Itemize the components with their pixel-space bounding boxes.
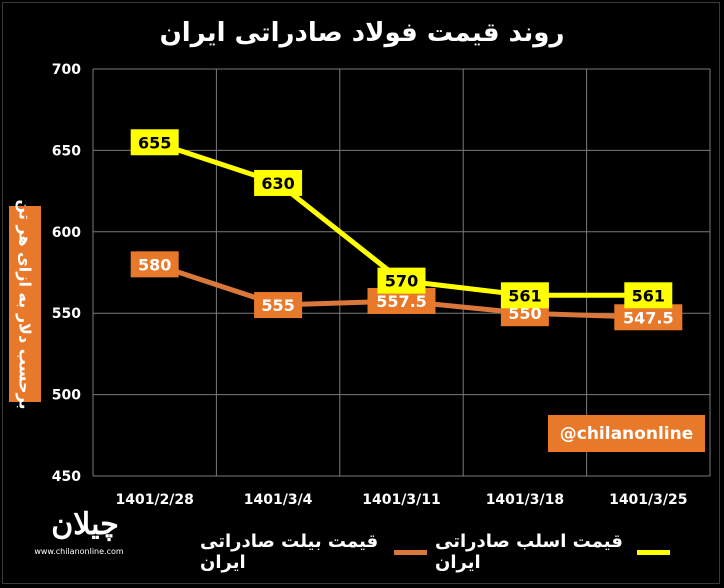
data-label-bg [614,304,683,331]
data-label-text: 580 [138,255,171,274]
y-axis-label-box: برحسب دلار به ازای هر تن [9,199,41,409]
x-tick-label: 1401/3/25 [609,492,687,508]
y-tick-label: 450 [52,469,81,485]
data-label-bg [254,292,303,319]
logo-url: www.chilanonline.com [34,547,124,556]
watermark-handle: @chilanonline [548,415,705,452]
data-label-text: 630 [261,174,294,193]
legend-swatch-slab [637,549,670,555]
y-tick-label: 500 [52,388,81,404]
legend-swatch-billet [394,549,427,555]
x-tick-label: 1401/2/28 [115,492,193,508]
x-tick-label: 1401/3/4 [244,492,313,508]
data-label-bg [130,251,179,278]
data-label-1: 561 [624,282,673,309]
legend: قیمت اسلب صادراتی ایران قیمت بیلت صادرات… [200,531,670,573]
data-label-text: 655 [138,133,171,152]
data-label-bg [377,267,426,294]
legend-item-billet: قیمت بیلت صادراتی ایران [200,531,427,573]
x-tick-label: 1401/3/18 [486,492,564,508]
x-tick-label: 1401/3/11 [362,492,440,508]
data-label-0: 547.5 [614,304,683,331]
y-tick-label: 600 [52,225,81,241]
data-label-0: 580 [130,251,179,278]
data-label-bg [500,282,549,309]
data-label-text: 561 [508,286,541,305]
legend-label-slab: قیمت اسلب صادراتی ایران [434,531,623,573]
logo-mark: چیلان [42,507,128,543]
data-label-bg [624,282,673,309]
data-label-bg [254,169,303,196]
y-axis-label: برحسب دلار به ازای هر تن [15,199,35,409]
brand-logo: چیلان www.chilanonline.com [20,505,138,565]
data-label-bg [130,129,179,156]
y-tick-label: 700 [52,62,81,78]
data-label-text: 570 [385,272,418,291]
legend-item-slab: قیمت اسلب صادراتی ایران [435,531,670,573]
data-label-0: 555 [254,292,303,319]
data-label-text: 555 [261,296,294,315]
data-label-1: 630 [254,169,303,196]
y-tick-label: 550 [52,306,81,322]
data-label-1: 561 [500,282,549,309]
y-tick-label: 650 [52,143,81,159]
chart-title: روند قیمت فولاد صادراتی ایران [159,18,565,48]
data-label-text: 547.5 [623,308,674,327]
data-label-text: 557.5 [376,292,427,311]
data-label-text: 561 [632,286,665,305]
legend-label-billet: قیمت بیلت صادراتی ایران [200,531,379,573]
logo-mark-text: چیلان [51,507,119,542]
data-label-1: 655 [130,129,179,156]
data-label-text: 550 [508,304,541,323]
data-label-1: 570 [377,267,426,294]
